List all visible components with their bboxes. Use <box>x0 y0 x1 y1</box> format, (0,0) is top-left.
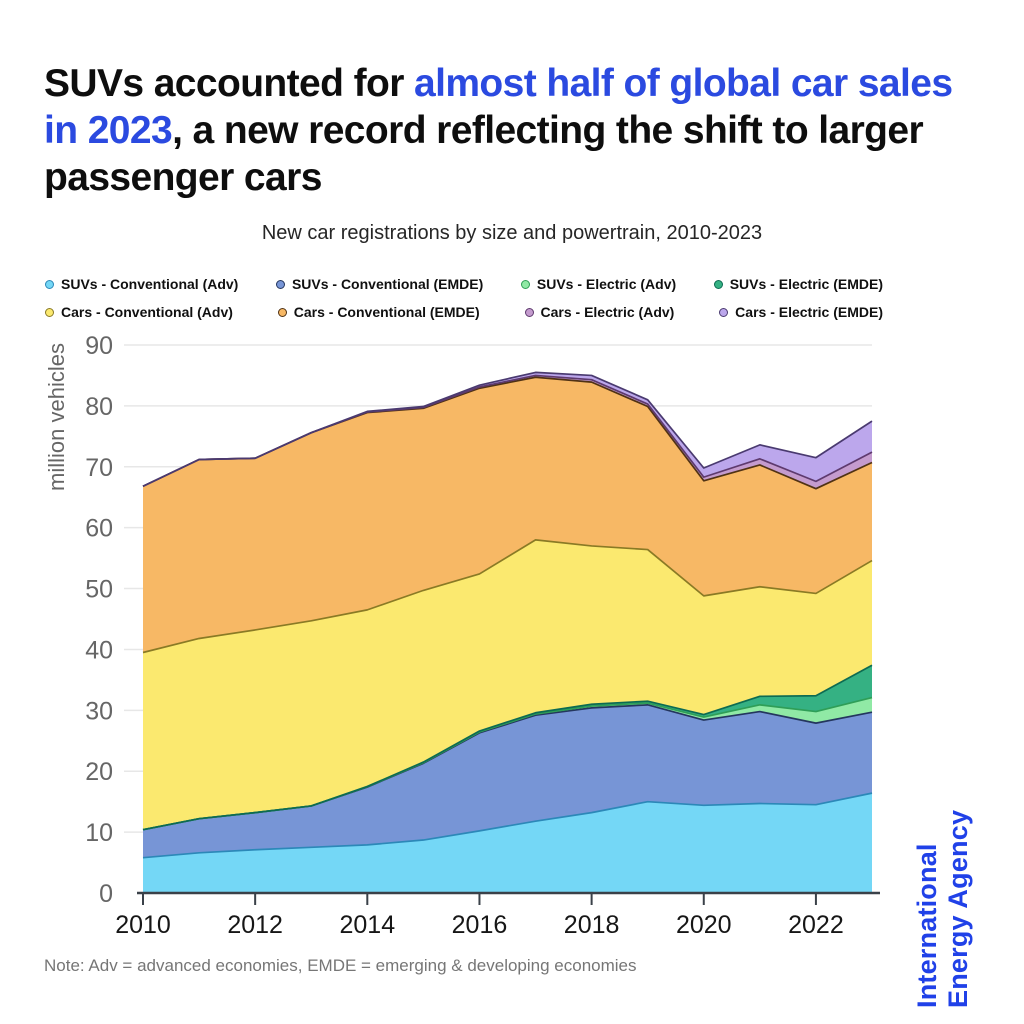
svg-text:0: 0 <box>99 880 113 908</box>
title-highlight: almost half of global car sales in 2023 <box>44 62 953 153</box>
chart-subtitle: New car registrations by size and powert… <box>261 222 763 244</box>
legend-item: SUVs - Electric (Adv) <box>520 276 677 292</box>
svg-text:2016: 2016 <box>452 911 508 939</box>
svg-text:40: 40 <box>85 636 113 664</box>
legend-row-2: Cars - Conventional (Adv) Cars - Conventi… <box>45 304 883 320</box>
legend-swatch-icon <box>275 279 285 289</box>
svg-text:2012: 2012 <box>227 911 283 939</box>
page-title: SUVs accounted for almost half of global… <box>44 60 994 201</box>
footnote: Note: Adv = advanced economies, EMDE = e… <box>44 956 637 975</box>
svg-text:30: 30 <box>85 697 113 725</box>
legend-label: Cars - Conventional (Adv) <box>61 304 233 320</box>
svg-text:2010: 2010 <box>115 911 171 939</box>
legend-item: Cars - Electric (Adv) <box>524 304 675 320</box>
legend-swatch-icon <box>277 307 287 317</box>
svg-text:10: 10 <box>85 819 113 847</box>
iea-logo-line1: International <box>912 843 942 1008</box>
svg-text:50: 50 <box>85 576 113 604</box>
legend-row-1: SUVs - Conventional (Adv) SUVs - Conventi… <box>45 276 883 292</box>
legend-swatch-icon <box>524 307 534 317</box>
svg-text:20: 20 <box>85 758 113 786</box>
legend-label: SUVs - Electric (EMDE) <box>729 276 883 292</box>
legend-swatch-icon <box>713 279 723 289</box>
svg-text:million vehicles: million vehicles <box>44 343 69 491</box>
legend-item: Cars - Conventional (EMDE) <box>277 304 480 320</box>
svg-text:2020: 2020 <box>676 911 732 939</box>
svg-text:90: 90 <box>85 332 113 360</box>
iea-logo: International Energy Agency <box>912 810 974 1008</box>
legend-swatch-icon <box>45 279 54 289</box>
legend-label: SUVs - Conventional (Adv) <box>61 276 239 292</box>
legend-item: SUVs - Conventional (Adv) <box>45 276 238 292</box>
legend-label: Cars - Electric (Adv) <box>540 304 675 320</box>
legend-swatch-icon <box>45 307 54 317</box>
title-part1: SUVs accounted for <box>44 62 415 106</box>
legend-swatch-icon <box>719 307 729 317</box>
legend-swatch-icon <box>520 279 530 289</box>
legend-item: SUVs - Electric (EMDE) <box>713 276 883 292</box>
svg-text:2018: 2018 <box>564 911 620 939</box>
title-part2: , a new record reflecting the shift to l… <box>44 109 924 200</box>
legend-label: SUVs - Electric (Adv) <box>536 276 677 292</box>
iea-logo-line2: Energy Agency <box>943 809 973 1008</box>
svg-text:2014: 2014 <box>339 911 395 939</box>
svg-text:2022: 2022 <box>788 911 844 939</box>
legend-item: Cars - Electric (EMDE) <box>719 304 883 320</box>
legend-label: Cars - Conventional (EMDE) <box>293 304 480 320</box>
legend-label: Cars - Electric (EMDE) <box>735 304 883 320</box>
svg-text:80: 80 <box>85 393 113 421</box>
legend-label: SUVs - Conventional (EMDE) <box>291 276 484 292</box>
svg-text:70: 70 <box>85 454 113 482</box>
svg-text:60: 60 <box>85 515 113 543</box>
legend-item: Cars - Conventional (Adv) <box>45 304 233 320</box>
legend-item: SUVs - Conventional (EMDE) <box>275 276 484 292</box>
